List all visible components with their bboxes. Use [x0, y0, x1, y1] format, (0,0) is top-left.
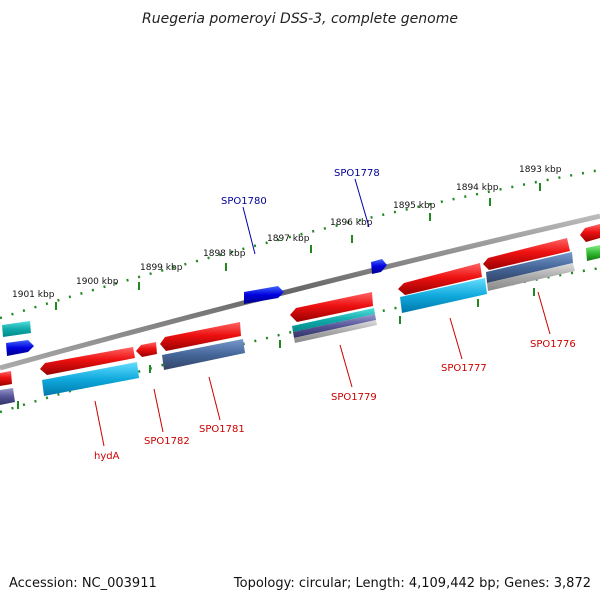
gene-labels: SPO1780 SPO1778 hydA SPO1782 SPO1781 SPO… [94, 168, 576, 462]
map-title: Ruegeria pomeroyi DSS-3, complete genome [142, 11, 458, 27]
bar-spo1776-grey [487, 263, 575, 291]
annotation-bars [0, 245, 600, 405]
ruler-label: 1893 kbp [519, 165, 562, 175]
ruler-labels: 1901 kbp 1900 kbp 1899 kbp 1898 kbp 1897… [12, 165, 562, 300]
ruler-label: 1900 kbp [76, 277, 119, 287]
outer-ruler [0, 168, 600, 320]
gene-spo1778[interactable] [371, 259, 387, 274]
ruler-label: 1899 kbp [140, 263, 183, 273]
genome-backbone [0, 213, 600, 371]
ruler-label: 1901 kbp [12, 290, 55, 300]
gene-spo1776[interactable] [483, 238, 570, 270]
ruler-label: 1894 kbp [456, 183, 499, 193]
gene-hyda[interactable] [40, 347, 135, 375]
inner-ruler-ticks [17, 288, 535, 409]
bar-spo1779-grey [294, 320, 377, 343]
gene-spo1777[interactable] [398, 263, 482, 295]
gene-label-spo1782[interactable]: SPO1782 [144, 436, 190, 447]
bar-spo1779-purple [293, 314, 376, 338]
ruler-label: 1896 kbp [330, 218, 373, 228]
bar-spo1777 [400, 278, 487, 313]
bar-right-green [586, 245, 600, 261]
gene-spo1782[interactable] [136, 342, 157, 357]
gene-label-hyda[interactable]: hydA [94, 451, 120, 462]
gene-label-spo1779[interactable]: SPO1779 [331, 392, 377, 403]
gene-spo1781[interactable] [160, 322, 241, 351]
outer-ruler-ticks [55, 183, 541, 310]
bar-left-purple [0, 388, 15, 405]
bar-spo1781 [162, 339, 245, 370]
gene-label-spo1778[interactable]: SPO1778 [334, 168, 380, 179]
ruler-label: 1898 kbp [203, 249, 246, 259]
bar-hyda [42, 362, 139, 396]
ruler-label: 1897 kbp [267, 234, 310, 244]
gene-spo1779[interactable] [290, 292, 373, 322]
ruler-label: 1895 kbp [393, 201, 436, 211]
gene-left-edge [0, 371, 12, 386]
feature-left-teal [2, 321, 31, 337]
feature-left-blue [6, 340, 34, 356]
outer-features [2, 259, 387, 356]
gene-label-spo1776[interactable]: SPO1776 [530, 339, 576, 350]
bar-spo1776-steel [486, 252, 573, 283]
bar-spo1779-teal [292, 308, 375, 332]
gene-right-edge [580, 224, 600, 242]
gene-label-spo1781[interactable]: SPO1781 [199, 424, 245, 435]
forward-genes [0, 224, 600, 386]
gene-label-spo1777[interactable]: SPO1777 [441, 363, 487, 374]
leader-lines [94, 178, 551, 447]
gene-spo1780[interactable] [244, 286, 284, 304]
gene-label-spo1780[interactable]: SPO1780 [221, 196, 267, 207]
genome-summary-text: Topology: circular; Length: 4,109,442 bp… [233, 576, 591, 591]
accession-text: Accession: NC_003911 [9, 576, 157, 591]
